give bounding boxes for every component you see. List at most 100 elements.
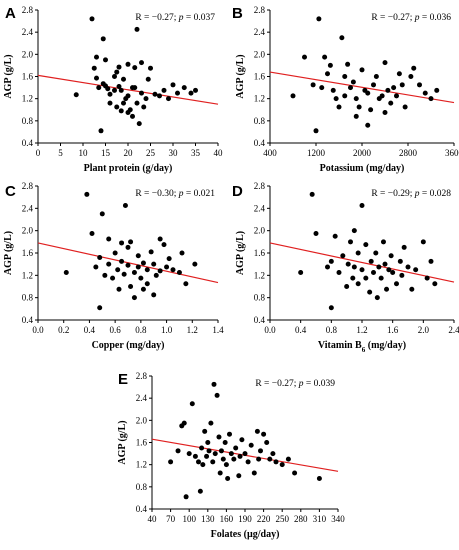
data-point bbox=[204, 453, 210, 459]
data-point bbox=[118, 87, 124, 93]
y-tick-label: 0.8 bbox=[254, 116, 266, 126]
data-point bbox=[298, 270, 304, 276]
y-tick-label: 2.8 bbox=[254, 5, 266, 15]
y-tick-label: 0.4 bbox=[136, 504, 148, 514]
data-point bbox=[367, 289, 373, 295]
data-point bbox=[134, 100, 140, 106]
data-point bbox=[112, 87, 117, 93]
data-point bbox=[217, 470, 223, 476]
data-point bbox=[143, 96, 149, 102]
y-tick-label: 0.4 bbox=[254, 315, 266, 325]
y-tick-label: 0.4 bbox=[254, 138, 266, 148]
y-tick-label: 2.4 bbox=[22, 27, 34, 37]
data-point bbox=[379, 93, 385, 99]
data-point bbox=[132, 65, 138, 71]
data-point bbox=[371, 82, 376, 88]
data-point bbox=[151, 292, 157, 298]
trend-line bbox=[37, 242, 219, 284]
stats-annotation: R = −0.27; p = 0.039 bbox=[255, 379, 335, 389]
x-tick-label: 250 bbox=[275, 514, 289, 524]
stats-annotation: R = −0.30; p = 0.021 bbox=[135, 189, 215, 199]
data-point bbox=[223, 462, 229, 468]
data-point bbox=[192, 261, 198, 267]
x-tick-label: 3600 bbox=[445, 148, 459, 158]
y-tick-label: 2.4 bbox=[136, 393, 148, 403]
data-point bbox=[390, 270, 396, 276]
panel-letter: B bbox=[232, 5, 243, 22]
trend-line bbox=[269, 242, 455, 283]
data-point bbox=[205, 440, 211, 445]
data-point bbox=[157, 93, 162, 99]
data-point bbox=[401, 244, 407, 250]
panel-letter: A bbox=[5, 5, 16, 22]
x-tick-label: 1200 bbox=[307, 148, 326, 158]
data-point bbox=[106, 236, 112, 242]
y-axis-label: AGP (g/L) bbox=[117, 420, 128, 464]
x-tick-label: 40 bbox=[214, 148, 224, 158]
data-point bbox=[237, 453, 243, 459]
data-point bbox=[382, 261, 388, 267]
data-point bbox=[424, 275, 430, 281]
data-point bbox=[342, 93, 348, 99]
data-point bbox=[316, 16, 322, 22]
data-point bbox=[319, 85, 325, 91]
data-point bbox=[197, 488, 203, 494]
y-tick-label: 1.6 bbox=[22, 72, 34, 82]
data-point bbox=[376, 264, 382, 270]
x-axis-label: Vitamin B6 (mg/day) bbox=[318, 340, 406, 354]
x-tick-label: 2800 bbox=[399, 148, 418, 158]
data-point bbox=[114, 69, 120, 75]
data-point bbox=[98, 128, 104, 134]
data-point bbox=[399, 82, 405, 88]
data-point bbox=[359, 267, 365, 273]
data-point bbox=[63, 270, 69, 276]
y-tick-label: 1.6 bbox=[22, 248, 34, 258]
chart-panel-a: A 0.4 0.8 1.2 1.6 2.0 2.4 2.8 0 5 10 15 20 25 30 35 40 AG… bbox=[3, 5, 223, 174]
data-point bbox=[128, 239, 134, 245]
x-tick-label: 15 bbox=[101, 148, 111, 158]
data-point bbox=[309, 191, 315, 197]
y-tick-label: 2.8 bbox=[136, 371, 148, 381]
x-tick-label: 40 bbox=[148, 514, 158, 524]
data-point bbox=[413, 267, 419, 273]
data-point bbox=[313, 230, 319, 236]
data-point bbox=[94, 75, 99, 81]
data-point bbox=[100, 36, 106, 42]
data-point bbox=[245, 459, 251, 465]
data-point bbox=[110, 275, 116, 281]
x-tick-label: 190 bbox=[238, 514, 252, 524]
y-tick-label: 2.8 bbox=[22, 5, 34, 15]
data-point bbox=[432, 281, 438, 287]
data-point bbox=[388, 253, 394, 259]
data-point bbox=[342, 74, 348, 79]
panel-letter: D bbox=[232, 183, 243, 200]
data-point bbox=[251, 470, 257, 476]
stats-annotation: R = −0.29; p = 0.028 bbox=[371, 189, 451, 199]
y-tick-label: 0.8 bbox=[22, 293, 34, 303]
x-tick-label: 310 bbox=[313, 514, 327, 524]
data-point bbox=[89, 230, 95, 236]
data-point bbox=[189, 401, 195, 407]
data-point bbox=[131, 295, 137, 301]
data-point bbox=[112, 250, 118, 256]
data-point bbox=[153, 272, 159, 278]
y-tick-label: 2.4 bbox=[254, 203, 266, 213]
panel-letter: E bbox=[118, 371, 128, 388]
data-point bbox=[131, 270, 137, 276]
data-point bbox=[336, 104, 342, 110]
data-point bbox=[181, 85, 187, 91]
x-axis-label: Copper (mg/day) bbox=[92, 340, 165, 351]
data-point bbox=[368, 107, 374, 113]
data-point bbox=[214, 392, 220, 398]
data-point bbox=[157, 236, 163, 242]
x-tick-label: 25 bbox=[146, 148, 156, 158]
data-point bbox=[164, 264, 170, 270]
data-point bbox=[332, 233, 338, 239]
data-point bbox=[170, 82, 176, 88]
data-point bbox=[391, 85, 397, 91]
x-tick-label: 1.2 bbox=[356, 325, 367, 335]
data-point bbox=[327, 62, 333, 68]
y-tick-label: 1.6 bbox=[136, 438, 148, 448]
data-point bbox=[170, 267, 176, 273]
data-point bbox=[365, 90, 371, 96]
